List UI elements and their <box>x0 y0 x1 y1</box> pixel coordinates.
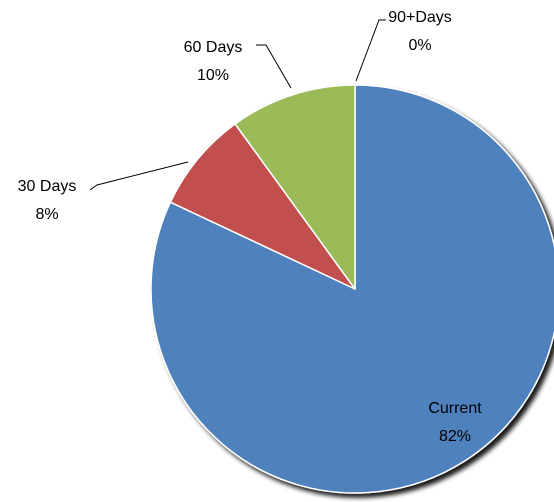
slice-value-label-60-days: 10% <box>197 67 229 84</box>
leader-lines <box>89 19 386 191</box>
slice-value-label-current: 82% <box>439 428 471 445</box>
slice-category-label-60-days: 60 Days <box>184 39 243 56</box>
slice-30-days <box>169 123 356 290</box>
leader-line-30-days <box>89 161 189 191</box>
slice-category-label-90-plusdays: 90+Days <box>388 9 452 26</box>
slice-60-days <box>234 84 356 290</box>
pie-slices <box>150 84 554 494</box>
slice-category-label-current: Current <box>428 400 482 417</box>
slice-current <box>150 84 554 494</box>
slice-value-label-30-days: 8% <box>35 206 58 223</box>
leader-line-90-plusdays <box>355 19 386 82</box>
leader-line-60-days <box>256 44 292 89</box>
slice-labels: Current 82% 30 Days 8% 60 Days 10% 90+Days 0% <box>18 9 483 445</box>
slice-value-label-90-plusdays: 0% <box>408 37 431 54</box>
slice-category-label-30-days: 30 Days <box>18 178 77 195</box>
